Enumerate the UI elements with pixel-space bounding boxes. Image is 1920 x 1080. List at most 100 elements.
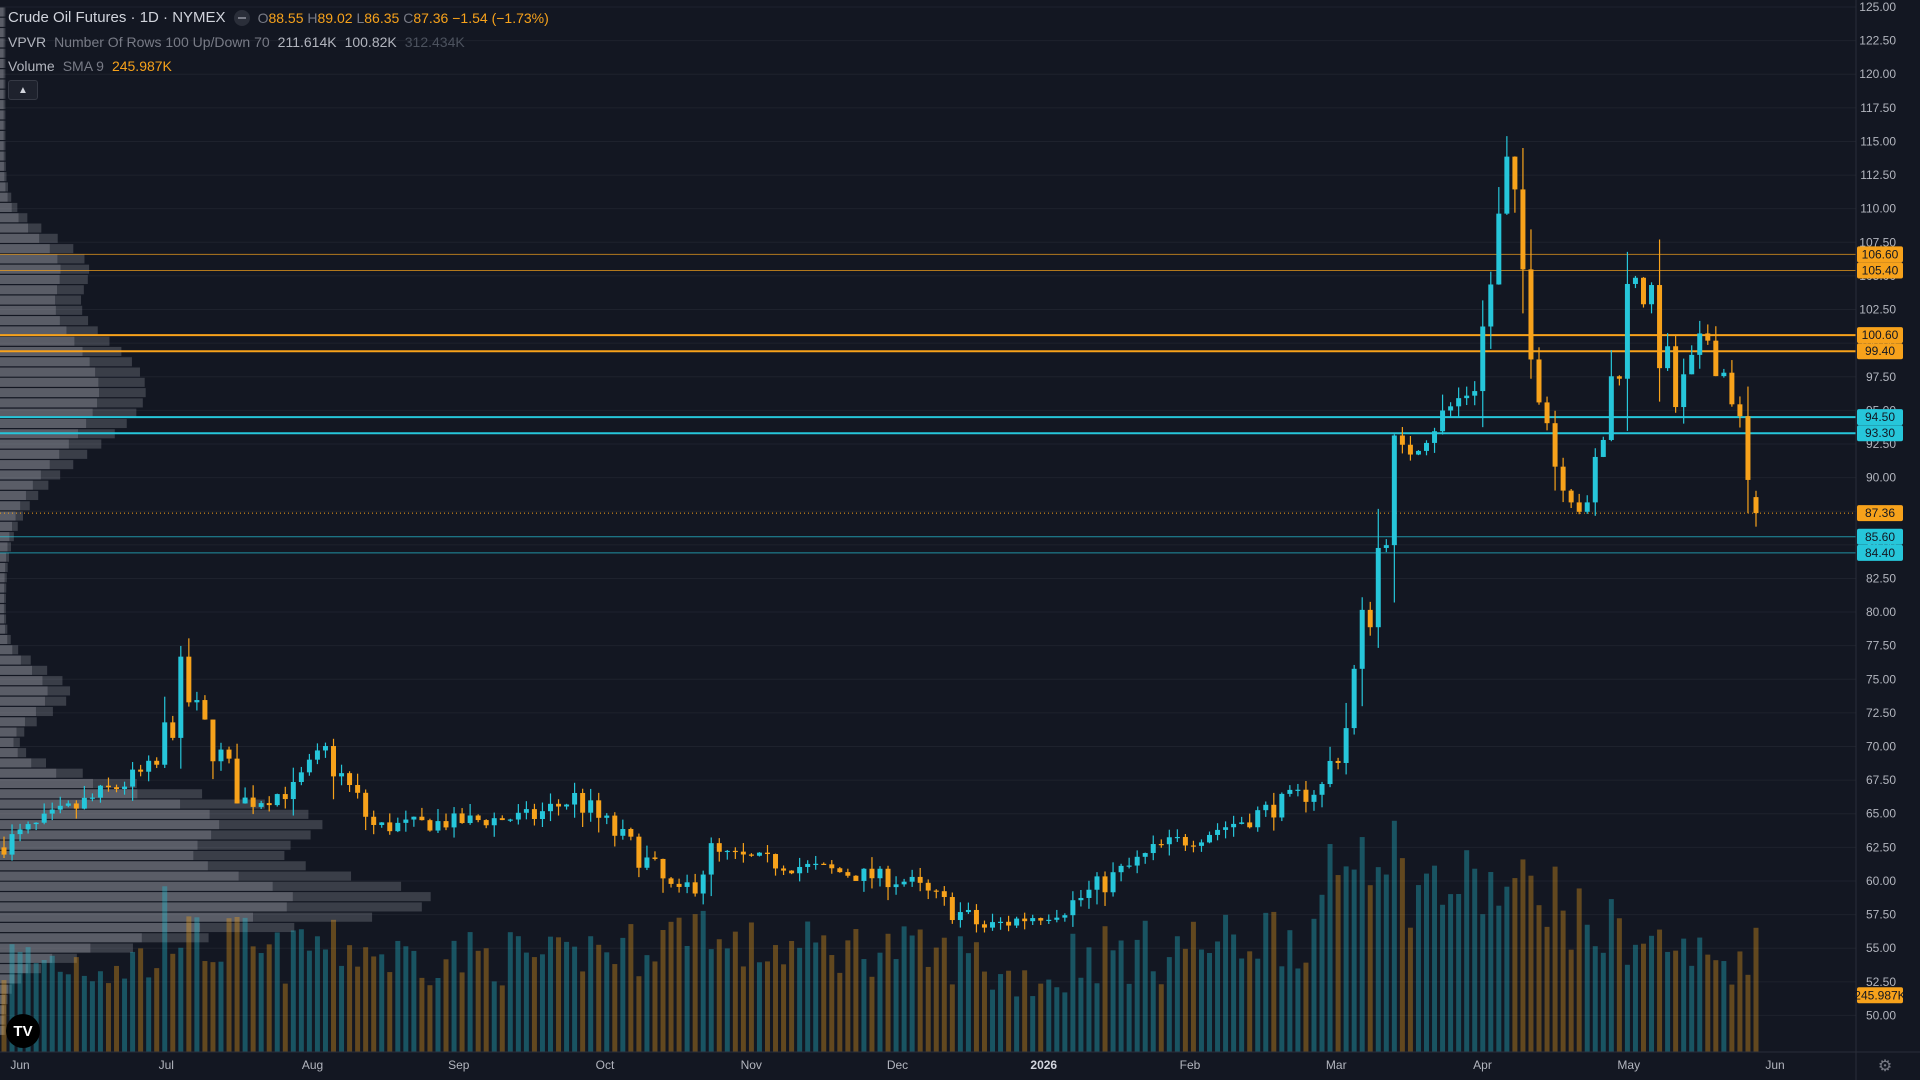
candle-body[interactable] — [1592, 456, 1598, 503]
candle-body[interactable] — [170, 722, 176, 738]
candle-body[interactable] — [1576, 502, 1582, 512]
candle-body[interactable] — [339, 773, 345, 777]
candle-body[interactable] — [274, 794, 280, 806]
candle-body[interactable] — [692, 882, 698, 894]
price-levels[interactable] — [0, 253, 1856, 554]
candle-body[interactable] — [1391, 435, 1397, 546]
candle-body[interactable] — [1480, 326, 1486, 392]
candle-body[interactable] — [1544, 402, 1550, 424]
candle-body[interactable] — [1303, 789, 1309, 802]
candle-body[interactable] — [202, 700, 208, 720]
candle-body[interactable] — [1536, 359, 1542, 403]
candle-body[interactable] — [973, 909, 979, 925]
candle-body[interactable] — [539, 811, 545, 820]
candle-body[interactable] — [467, 815, 473, 824]
candle-body[interactable] — [411, 816, 417, 820]
candle-body[interactable] — [1745, 416, 1751, 480]
candle-body[interactable] — [1094, 876, 1100, 890]
candle-body[interactable] — [427, 820, 433, 831]
candle-body[interactable] — [250, 797, 256, 807]
candle-body[interactable] — [459, 813, 465, 824]
candle-body[interactable] — [580, 792, 586, 813]
candle-body[interactable] — [773, 854, 779, 869]
candle-body[interactable] — [644, 857, 650, 868]
candle-body[interactable] — [756, 852, 762, 856]
candle-body[interactable] — [990, 922, 996, 928]
candle-body[interactable] — [443, 821, 449, 828]
candle-body[interactable] — [1142, 853, 1148, 857]
candle-body[interactable] — [724, 850, 730, 853]
candle-body[interactable] — [1705, 333, 1711, 341]
candle-body[interactable] — [258, 803, 264, 807]
candle-body[interactable] — [1624, 283, 1630, 379]
candle-body[interactable] — [1255, 810, 1261, 828]
candle-body[interactable] — [138, 769, 144, 772]
candle-body[interactable] — [379, 822, 385, 825]
candle-body[interactable] — [1062, 915, 1068, 918]
candle-body[interactable] — [1118, 865, 1124, 873]
candle-body[interactable] — [1014, 918, 1020, 926]
candle-body[interactable] — [81, 797, 87, 809]
candle-body[interactable] — [1673, 346, 1679, 408]
candle-body[interactable] — [821, 863, 827, 865]
candle-body[interactable] — [1729, 372, 1735, 405]
candle-body[interactable] — [861, 868, 867, 881]
symbol-title[interactable]: Crude Oil Futures · 1D · NYMEX — [8, 9, 226, 26]
candle-body[interactable] — [909, 876, 915, 882]
vpvr-name[interactable]: VPVR — [8, 34, 47, 50]
candle-body[interactable] — [1166, 837, 1172, 845]
candle-body[interactable] — [805, 863, 811, 867]
candle-body[interactable] — [1150, 844, 1156, 854]
candle-body[interactable] — [1649, 285, 1655, 305]
candle-body[interactable] — [290, 781, 296, 800]
candle-body[interactable] — [242, 797, 248, 804]
candle-body[interactable] — [853, 875, 859, 881]
candle-body[interactable] — [499, 818, 505, 821]
candle-body[interactable] — [668, 878, 674, 884]
candle-body[interactable] — [1231, 823, 1237, 828]
candle-body[interactable] — [1319, 784, 1325, 795]
candle-body[interactable] — [1207, 834, 1212, 843]
candle-body[interactable] — [572, 792, 578, 805]
candle-body[interactable] — [1126, 865, 1132, 867]
candle-body[interactable] — [965, 909, 971, 913]
candle-body[interactable] — [363, 792, 369, 817]
candle-body[interactable] — [869, 868, 875, 879]
candle-body[interactable] — [146, 760, 152, 772]
candle-body[interactable] — [1600, 439, 1606, 457]
candle-body[interactable] — [837, 868, 843, 873]
candle-body[interactable] — [1215, 829, 1221, 835]
candle-body[interactable] — [1030, 918, 1036, 922]
candle-body[interactable] — [114, 787, 120, 789]
candle-body[interactable] — [981, 924, 987, 928]
candle-body[interactable] — [1608, 376, 1614, 440]
candle-body[interactable] — [1407, 444, 1413, 455]
candle-body[interactable] — [122, 786, 128, 789]
candle-body[interactable] — [523, 809, 529, 813]
candle-body[interactable] — [1713, 340, 1719, 377]
candle-body[interactable] — [885, 868, 891, 888]
candle-body[interactable] — [1616, 376, 1622, 379]
candle-body[interactable] — [1198, 842, 1204, 846]
candle-body[interactable] — [700, 874, 706, 894]
candle-body[interactable] — [732, 850, 738, 853]
candle-body[interactable] — [998, 921, 1004, 923]
candle-body[interactable] — [226, 749, 232, 759]
candle-body[interactable] — [797, 866, 803, 874]
candle-body[interactable] — [1239, 822, 1245, 824]
gear-icon[interactable]: ⚙ — [1877, 1058, 1893, 1075]
candle-body[interactable] — [435, 821, 441, 831]
candle-body[interactable] — [596, 800, 602, 818]
candle-body[interactable] — [403, 819, 409, 823]
candle-body[interactable] — [708, 843, 714, 875]
candle-body[interactable] — [1182, 836, 1188, 846]
candle-body[interactable] — [1247, 822, 1253, 828]
candle-body[interactable] — [1496, 213, 1502, 285]
candle-body[interactable] — [1263, 804, 1269, 811]
candle-body[interactable] — [186, 656, 192, 703]
candle-body[interactable] — [1351, 668, 1357, 729]
candle-body[interactable] — [1086, 889, 1092, 898]
candle-body[interactable] — [829, 864, 835, 869]
candle-body[interactable] — [612, 815, 618, 836]
